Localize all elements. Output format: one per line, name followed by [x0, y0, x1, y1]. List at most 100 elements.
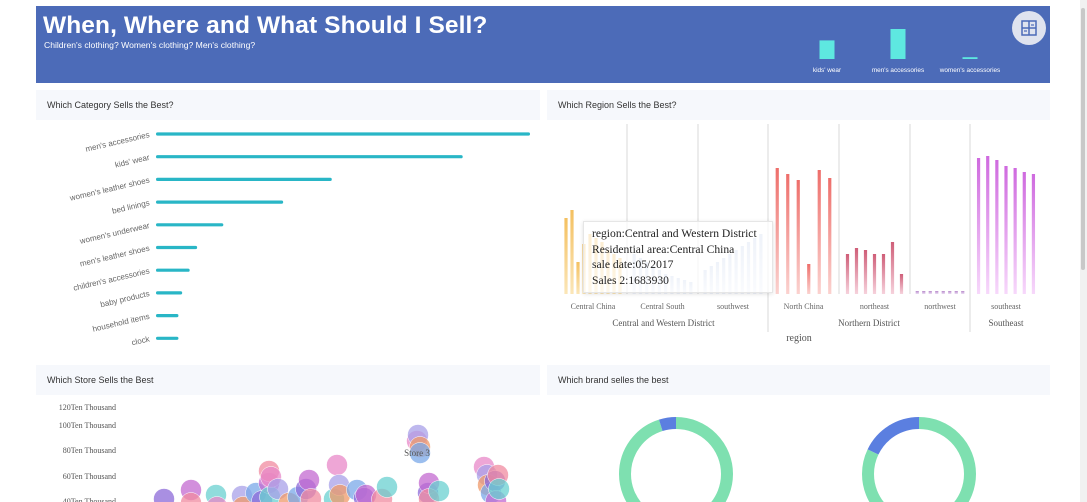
store-y-tick: 120Ten Thousand [59, 403, 116, 412]
mini-bar-label: women's accessories [939, 67, 1001, 74]
store-bubble [180, 492, 202, 502]
category-bar [156, 177, 332, 181]
brand-donut-slice [862, 417, 976, 502]
region-bar [915, 291, 919, 294]
area-label: southeast [991, 302, 1022, 311]
dashboard-subtitle: Children's clothing? Women's clothing? M… [44, 40, 256, 50]
region-bar [890, 242, 895, 294]
category-bar [156, 132, 530, 136]
region-bar [1004, 166, 1008, 294]
tooltip-sales: Sales 2:1683930 [592, 273, 669, 287]
group-label: Northern District [838, 318, 900, 328]
region-bar [1031, 174, 1036, 294]
region-panel-header: Which Region Sells the Best? [547, 90, 1050, 120]
store-panel-header: Which Store Sells the Best [36, 365, 540, 395]
region-bar [954, 291, 958, 294]
category-bar [156, 336, 179, 340]
category-bar [156, 268, 190, 272]
region-bar [863, 250, 868, 294]
category-chart: men's accessories kids' wear women's leath… [36, 120, 540, 352]
region-panel-title: Which Region Sells the Best? [558, 100, 677, 110]
store-bubble [207, 496, 227, 502]
region-bar [807, 264, 811, 294]
region-bar [576, 262, 580, 294]
region-bar [928, 291, 932, 294]
store-bubble [488, 478, 510, 500]
mini-bar-label: kids' wear [813, 67, 842, 74]
region-bar [935, 291, 939, 294]
store-y-tick: 60Ten Thousand [63, 472, 116, 481]
header-mini-chart: kids' wear men's accessories women's acces… [813, 29, 1001, 74]
region-bar [872, 254, 877, 294]
store-bubble [428, 480, 450, 502]
tooltip-area: Residential area:Central China [592, 242, 735, 256]
category-bar [156, 245, 198, 250]
store-bubble [376, 476, 398, 498]
region-bar [854, 248, 859, 294]
dashboard-header: When, Where and What Should I Sell? Chil… [36, 6, 1050, 83]
region-axis-label: region [786, 333, 812, 344]
region-bar [564, 218, 568, 294]
region-bar [1022, 172, 1026, 294]
region-bar [948, 291, 952, 294]
area-label: Central South [640, 302, 684, 311]
store-y-tick: 100Ten Thousand [59, 421, 116, 430]
mini-bar [962, 57, 978, 59]
region-bar [986, 156, 990, 294]
region-bar [881, 254, 886, 294]
region-bar [786, 174, 790, 294]
region-bar [1013, 168, 1017, 294]
group-label: Central and Western District [612, 318, 715, 328]
category-label: men's accessories [85, 130, 151, 154]
region-bar [922, 291, 926, 294]
area-label: northwest [924, 302, 956, 311]
brand-chart [547, 395, 1050, 502]
region-bar [976, 158, 981, 294]
brand-donut-slice [619, 417, 733, 502]
region-bar [941, 291, 945, 294]
category-label: household items [92, 312, 151, 334]
area-label: North China [784, 302, 824, 311]
region-bar [828, 178, 832, 294]
brand-panel-header: Which brand selles the best [547, 365, 1050, 395]
page-scrollbar[interactable] [1080, 0, 1087, 502]
category-bar [156, 223, 224, 227]
region-bar [899, 274, 904, 294]
category-bar [156, 155, 463, 159]
store-y-tick: 40Ten Thousand [63, 497, 116, 502]
tooltip-date: sale date:05/2017 [592, 258, 674, 272]
store-bubble [409, 442, 431, 464]
store-bubble [326, 454, 348, 476]
category-label: women's underwear [78, 221, 151, 246]
region-bar [775, 168, 779, 294]
category-label: men's leather shoes [79, 244, 151, 269]
category-label: women's leather shoes [68, 176, 150, 203]
category-label: baby products [99, 289, 150, 309]
scrollbar-thumb[interactable] [1081, 8, 1085, 270]
category-label: clock [131, 334, 152, 347]
area-label: Central China [571, 302, 616, 311]
store-bubble [298, 469, 320, 491]
store-chart: 120Ten Thousand 100Ten Thousand 80Ten Thou… [36, 395, 540, 502]
region-bar [995, 160, 999, 294]
category-label: kids' wear [114, 153, 151, 170]
store-y-tick: 80Ten Thousand [63, 446, 116, 455]
area-label: southwest [717, 302, 750, 311]
category-bar [156, 200, 284, 204]
group-label: Southeast [989, 318, 1024, 328]
category-panel-title: Which Category Sells the Best? [47, 100, 174, 110]
category-bar [156, 314, 179, 318]
menu-button[interactable] [1012, 11, 1046, 45]
category-label: bed linings [111, 198, 150, 215]
store-label: Store 3 [404, 448, 430, 458]
category-panel-header: Which Category Sells the Best? [36, 90, 540, 120]
mini-bar-label: men's accessories [872, 67, 924, 74]
mini-bar [890, 29, 906, 59]
category-bar [156, 291, 183, 295]
region-bar [961, 291, 965, 294]
dashboard-title: When, Where and What Should I Sell? [43, 12, 488, 39]
brand-donut-slice [619, 417, 733, 502]
region-bar [817, 170, 821, 294]
region-bar [570, 210, 574, 294]
brand-panel-title: Which brand selles the best [558, 375, 669, 385]
